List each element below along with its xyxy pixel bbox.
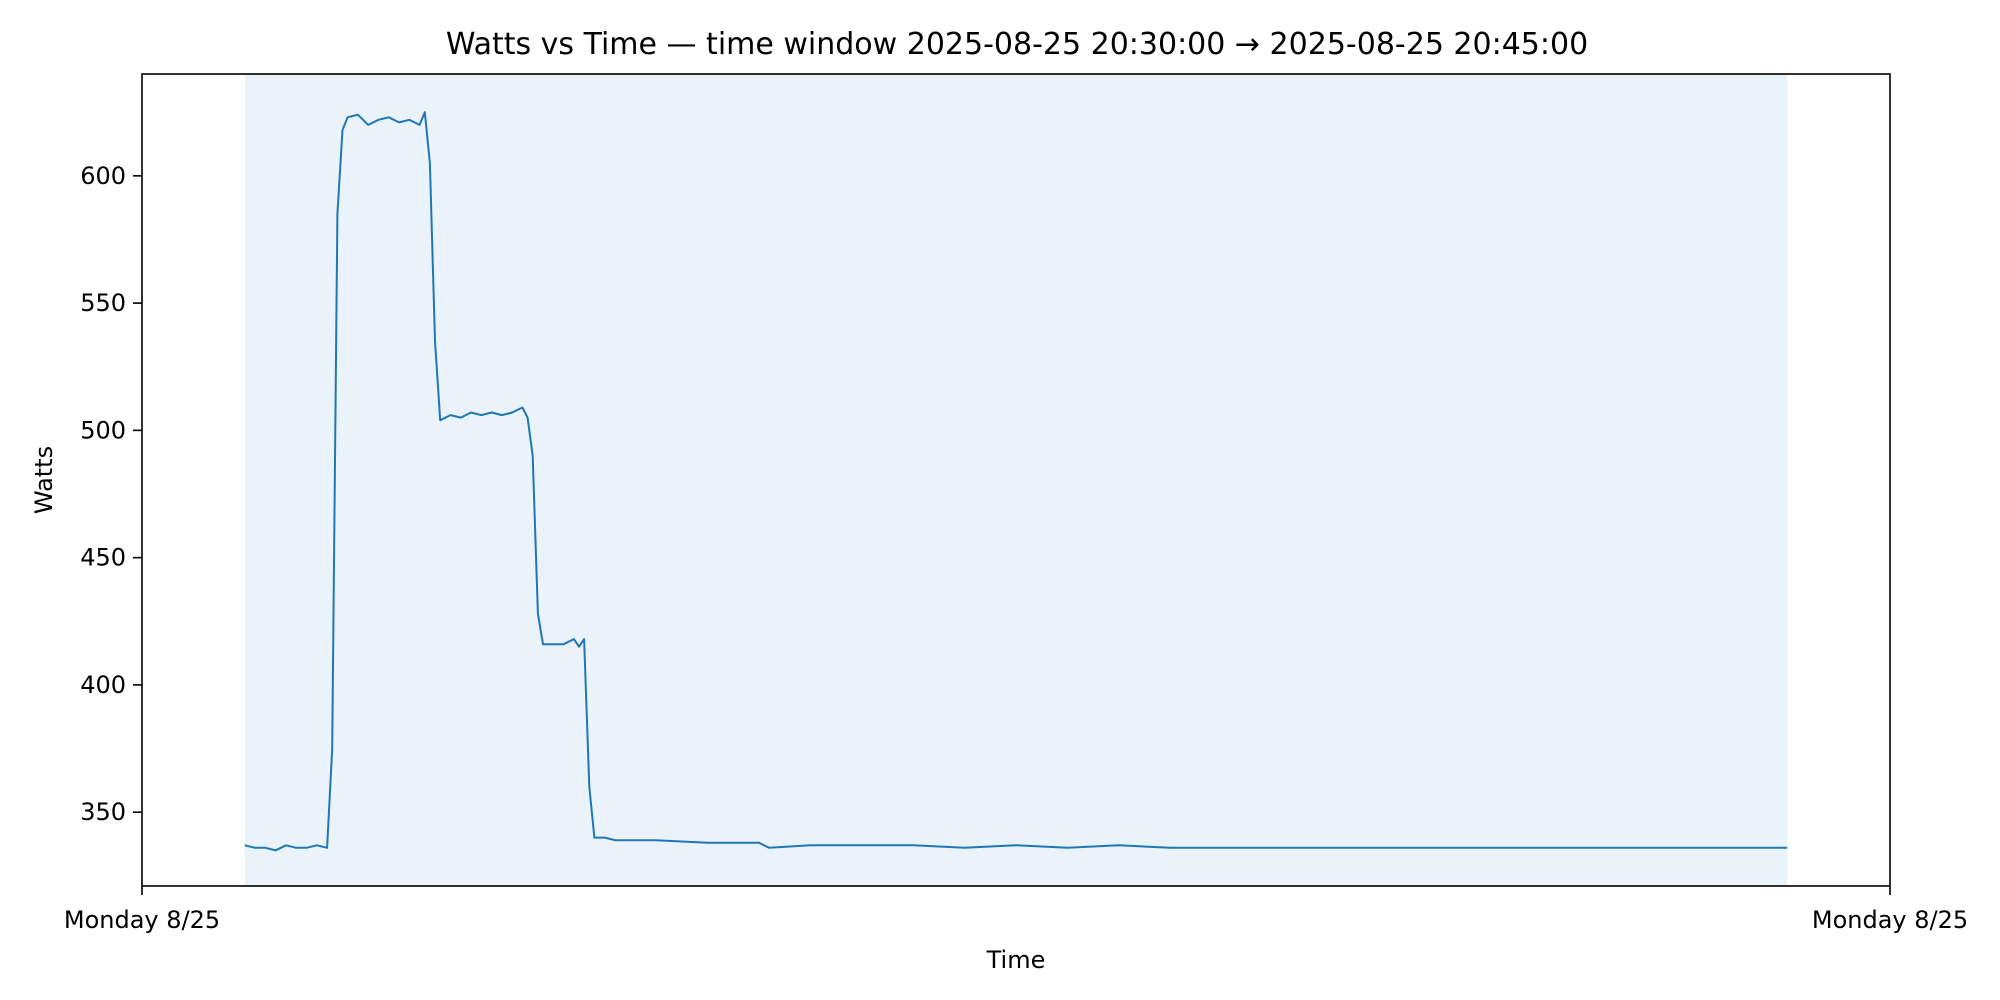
y-tick-label: 600 bbox=[80, 162, 126, 190]
x-axis-label: Time bbox=[986, 946, 1046, 974]
x-tick-label: Monday 8/25 bbox=[1812, 906, 1968, 934]
x-tick-label: Monday 8/25 bbox=[64, 906, 220, 934]
series-line-watts bbox=[244, 111, 1788, 852]
y-tick-label: 350 bbox=[80, 798, 126, 826]
plot-area-frame bbox=[141, 73, 1891, 887]
y-tick-label: 450 bbox=[80, 544, 126, 572]
y-tick-label: 500 bbox=[80, 416, 126, 444]
y-tick-label: 550 bbox=[80, 289, 126, 317]
chart-title: Watts vs Time — time window 2025-08-25 2… bbox=[446, 27, 1588, 62]
shaded-time-window bbox=[244, 74, 1788, 886]
y-axis-label: Watts bbox=[30, 446, 58, 514]
y-tick-label: 400 bbox=[80, 671, 126, 699]
